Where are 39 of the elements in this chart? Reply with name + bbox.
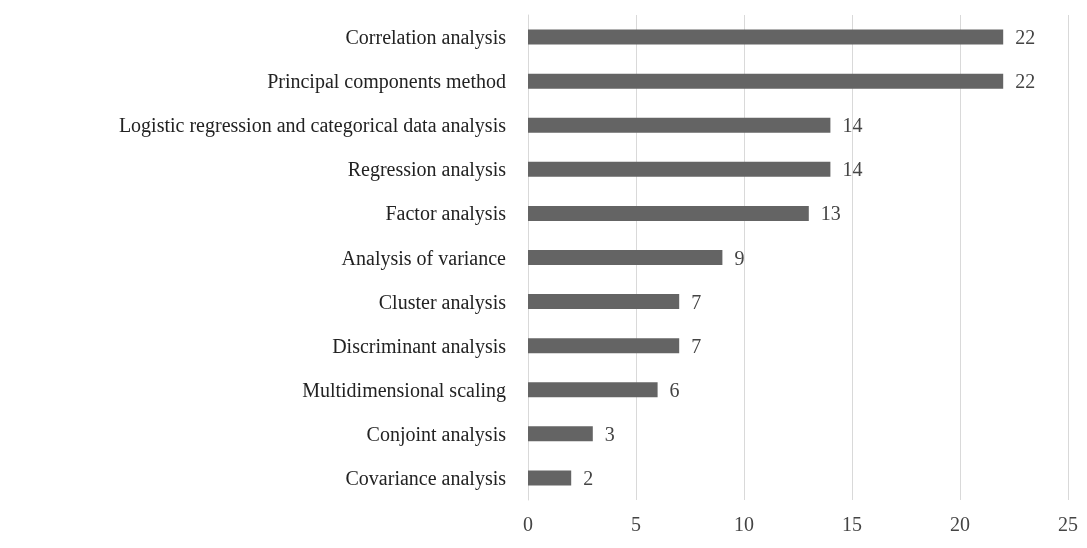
- data-label: 13: [820, 202, 841, 225]
- x-tick-label: 5: [631, 513, 641, 535]
- x-tick-label: 25: [1058, 513, 1078, 535]
- x-tick-label: 10: [734, 513, 754, 535]
- data-label: 14: [842, 114, 863, 137]
- data-label: 9: [734, 246, 745, 269]
- bar: [528, 294, 680, 310]
- bar: [528, 338, 680, 354]
- data-label: 22: [1015, 70, 1036, 93]
- data-label: 7: [691, 334, 702, 357]
- y-tick-label: Cluster analysis: [378, 290, 507, 314]
- bar: [528, 29, 1004, 45]
- bar: [528, 250, 723, 265]
- bar: [528, 382, 658, 398]
- y-tick-label: Factor analysis: [385, 202, 507, 226]
- y-tick-label: Discriminant analysis: [332, 334, 507, 358]
- y-tick-label: Multidimensional scaling: [302, 378, 506, 402]
- x-tick-label: 20: [950, 513, 970, 535]
- bar: [528, 426, 593, 442]
- data-label: 3: [604, 422, 615, 445]
- bar: [528, 161, 831, 177]
- bar: [528, 470, 572, 486]
- data-label: 22: [1015, 26, 1036, 49]
- y-tick-label: Conjoint analysis: [366, 422, 507, 446]
- y-tick-label: Principal components method: [267, 70, 506, 94]
- y-tick-label: Logistic regression and categorical data analysis: [118, 114, 507, 138]
- y-tick-label: Covariance analysis: [345, 466, 507, 490]
- x-tick-label: 15: [842, 513, 862, 535]
- data-label: 7: [691, 290, 702, 313]
- data-label: 14: [842, 158, 863, 181]
- x-tick-label: 0: [523, 513, 533, 535]
- bar: [528, 73, 1004, 89]
- bar: [528, 205, 809, 221]
- y-tick-label: Analysis of variance: [341, 246, 507, 270]
- data-label: 2: [583, 466, 594, 489]
- bar: [528, 117, 831, 133]
- y-tick-label: Correlation analysis: [345, 26, 507, 50]
- y-tick-label: Regression analysis: [347, 158, 507, 182]
- data-label: 6: [669, 378, 680, 401]
